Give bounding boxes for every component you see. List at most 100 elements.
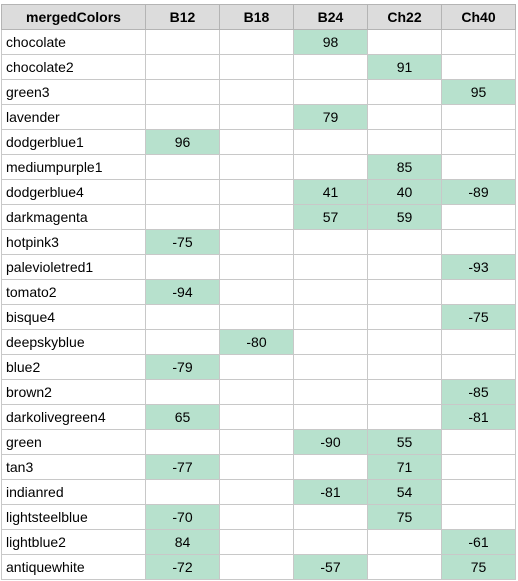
value-cell-ch40[interactable]: -61 (441, 529, 516, 555)
value-cell-b24[interactable] (293, 529, 368, 555)
value-cell-b12[interactable]: -72 (145, 554, 220, 580)
row-name-cell[interactable]: brown2 (1, 379, 146, 405)
value-cell-ch40[interactable] (441, 204, 516, 230)
value-cell-b18[interactable] (219, 79, 294, 105)
value-cell-ch22[interactable] (367, 304, 442, 330)
value-cell-b24[interactable] (293, 54, 368, 80)
value-cell-ch40[interactable]: -81 (441, 404, 516, 430)
value-cell-b24[interactable]: 57 (293, 204, 368, 230)
value-cell-ch22[interactable] (367, 129, 442, 155)
value-cell-b24[interactable] (293, 279, 368, 305)
value-cell-b18[interactable] (219, 504, 294, 530)
value-cell-b12[interactable] (145, 254, 220, 280)
value-cell-ch40[interactable]: -75 (441, 304, 516, 330)
row-name-cell[interactable]: darkolivegreen4 (1, 404, 146, 430)
value-cell-ch22[interactable] (367, 354, 442, 380)
value-cell-ch40[interactable] (441, 479, 516, 505)
column-header-b24[interactable]: B24 (293, 4, 368, 30)
column-header-ch22[interactable]: Ch22 (367, 4, 442, 30)
value-cell-ch40[interactable] (441, 454, 516, 480)
value-cell-b12[interactable] (145, 479, 220, 505)
value-cell-ch22[interactable] (367, 254, 442, 280)
row-name-cell[interactable]: chocolate2 (1, 54, 146, 80)
value-cell-ch40[interactable] (441, 279, 516, 305)
value-cell-ch40[interactable] (441, 229, 516, 255)
value-cell-b24[interactable]: 98 (293, 29, 368, 55)
row-name-cell[interactable]: tan3 (1, 454, 146, 480)
value-cell-b24[interactable]: -57 (293, 554, 368, 580)
column-header-ch40[interactable]: Ch40 (441, 4, 516, 30)
value-cell-b24[interactable] (293, 404, 368, 430)
value-cell-b18[interactable] (219, 454, 294, 480)
row-name-cell[interactable]: chocolate (1, 29, 146, 55)
value-cell-b18[interactable] (219, 154, 294, 180)
value-cell-b24[interactable] (293, 129, 368, 155)
value-cell-b24[interactable] (293, 354, 368, 380)
value-cell-b12[interactable]: 96 (145, 129, 220, 155)
row-name-cell[interactable]: palevioletred1 (1, 254, 146, 280)
value-cell-b24[interactable] (293, 154, 368, 180)
value-cell-ch40[interactable] (441, 129, 516, 155)
row-name-cell[interactable]: hotpink3 (1, 229, 146, 255)
row-name-cell[interactable]: mediumpurple1 (1, 154, 146, 180)
value-cell-b18[interactable] (219, 304, 294, 330)
value-cell-ch22[interactable] (367, 529, 442, 555)
value-cell-b24[interactable] (293, 254, 368, 280)
value-cell-ch22[interactable] (367, 329, 442, 355)
value-cell-b18[interactable] (219, 404, 294, 430)
value-cell-b18[interactable] (219, 229, 294, 255)
row-name-cell[interactable]: antiquewhite (1, 554, 146, 580)
value-cell-ch40[interactable]: -89 (441, 179, 516, 205)
value-cell-b24[interactable]: -81 (293, 479, 368, 505)
value-cell-b12[interactable] (145, 204, 220, 230)
value-cell-b12[interactable] (145, 379, 220, 405)
value-cell-b12[interactable]: -94 (145, 279, 220, 305)
value-cell-ch22[interactable] (367, 29, 442, 55)
value-cell-b12[interactable]: -75 (145, 229, 220, 255)
value-cell-b18[interactable] (219, 54, 294, 80)
value-cell-b18[interactable] (219, 279, 294, 305)
value-cell-ch40[interactable] (441, 54, 516, 80)
value-cell-b18[interactable] (219, 104, 294, 130)
value-cell-ch40[interactable]: -85 (441, 379, 516, 405)
value-cell-b18[interactable] (219, 379, 294, 405)
value-cell-ch22[interactable]: 54 (367, 479, 442, 505)
value-cell-b12[interactable] (145, 154, 220, 180)
row-name-cell[interactable]: bisque4 (1, 304, 146, 330)
value-cell-b18[interactable] (219, 354, 294, 380)
value-cell-b12[interactable] (145, 179, 220, 205)
value-cell-b12[interactable] (145, 29, 220, 55)
value-cell-ch40[interactable]: 75 (441, 554, 516, 580)
value-cell-b24[interactable]: 41 (293, 179, 368, 205)
value-cell-b18[interactable] (219, 429, 294, 455)
value-cell-b12[interactable]: -70 (145, 504, 220, 530)
value-cell-b24[interactable] (293, 229, 368, 255)
value-cell-b18[interactable] (219, 479, 294, 505)
value-cell-b12[interactable] (145, 429, 220, 455)
value-cell-b12[interactable]: -79 (145, 354, 220, 380)
value-cell-ch22[interactable]: 75 (367, 504, 442, 530)
value-cell-b24[interactable] (293, 504, 368, 530)
value-cell-ch40[interactable] (441, 429, 516, 455)
row-name-cell[interactable]: deepskyblue (1, 329, 146, 355)
value-cell-ch22[interactable] (367, 229, 442, 255)
value-cell-b12[interactable] (145, 54, 220, 80)
row-name-cell[interactable]: indianred (1, 479, 146, 505)
row-name-cell[interactable]: blue2 (1, 354, 146, 380)
row-name-cell[interactable]: dodgerblue1 (1, 129, 146, 155)
value-cell-b12[interactable] (145, 304, 220, 330)
column-header-b12[interactable]: B12 (145, 4, 220, 30)
value-cell-ch40[interactable] (441, 104, 516, 130)
value-cell-ch40[interactable]: -93 (441, 254, 516, 280)
value-cell-b24[interactable] (293, 379, 368, 405)
value-cell-ch40[interactable] (441, 504, 516, 530)
value-cell-b24[interactable] (293, 329, 368, 355)
value-cell-b18[interactable] (219, 254, 294, 280)
value-cell-b24[interactable] (293, 454, 368, 480)
value-cell-ch40[interactable] (441, 154, 516, 180)
value-cell-ch40[interactable]: 95 (441, 79, 516, 105)
value-cell-ch22[interactable]: 71 (367, 454, 442, 480)
row-name-cell[interactable]: lightblue2 (1, 529, 146, 555)
value-cell-b24[interactable] (293, 79, 368, 105)
value-cell-b18[interactable] (219, 179, 294, 205)
